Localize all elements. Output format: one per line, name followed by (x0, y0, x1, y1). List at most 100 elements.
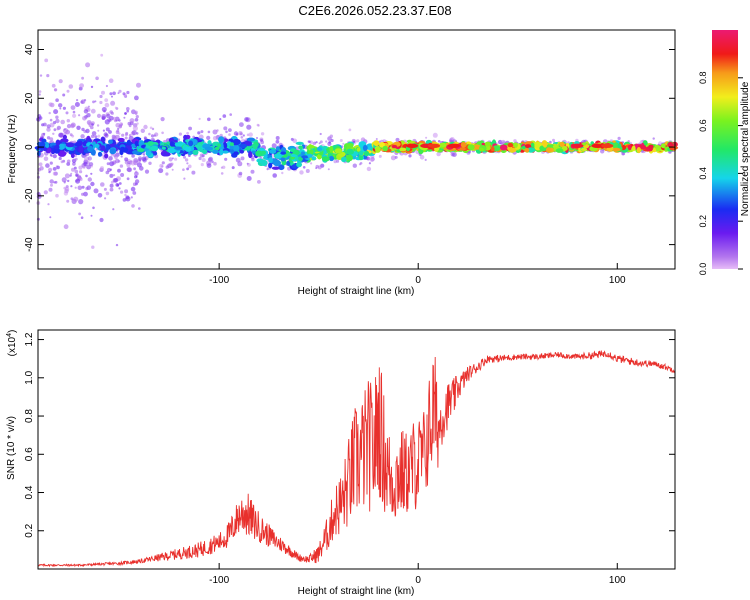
heatmap-cell (79, 83, 84, 88)
heatmap-cell (70, 172, 73, 175)
heatmap-cell (119, 164, 124, 168)
heatmap-cell (161, 131, 164, 135)
heatmap-cell (492, 145, 501, 152)
heatmap-cell (263, 154, 268, 159)
heatmap-cell (44, 58, 49, 63)
heatmap-cell (315, 167, 318, 170)
heatmap-cell (424, 158, 427, 161)
heatmap-cell (391, 144, 398, 149)
heatmap-cell (640, 144, 647, 150)
heatmap-cell (559, 141, 565, 148)
heatmap-cell (160, 117, 165, 122)
heatmap-cell (135, 115, 139, 119)
heatmap-cell (246, 124, 252, 130)
heatmap-cell (83, 161, 88, 167)
heatmap-cell (91, 131, 97, 136)
heatmap-cell (88, 122, 92, 126)
heatmap-cell (46, 136, 51, 140)
heatmap-cell (130, 186, 136, 192)
heatmap-cell (122, 92, 126, 96)
heatmap-cell (188, 140, 194, 147)
heatmap-cell (123, 116, 126, 119)
heatmap-cell (191, 170, 196, 175)
heatmap-cell (63, 186, 67, 190)
heatmap-cell (660, 143, 666, 149)
heatmap-cell (246, 176, 252, 181)
heatmap-cell (48, 167, 53, 172)
heatmap-cell (39, 74, 43, 77)
heatmap-cell (106, 162, 110, 166)
heatmap-cell (62, 93, 66, 97)
y-tick-label: 1.2 (24, 332, 35, 346)
heatmap-cell (43, 122, 47, 127)
heatmap-cell (329, 134, 333, 138)
heatmap-cell (222, 114, 227, 118)
heatmap-cell (78, 146, 84, 154)
heatmap-cell (58, 79, 63, 84)
heatmap-cell (239, 149, 244, 154)
heatmap-cell (275, 139, 280, 144)
heatmap-cell (62, 106, 66, 110)
y-tick-label: 0.8 (24, 409, 35, 423)
heatmap-cell (77, 185, 83, 191)
heatmap-cell (214, 146, 220, 151)
heatmap-cell (233, 151, 239, 155)
heatmap-cell (150, 145, 159, 152)
colorbar-tick-label: 0.6 (698, 119, 708, 132)
heatmap-cell (126, 139, 132, 146)
heatmap-cell (45, 143, 50, 149)
heatmap-cell (198, 156, 202, 161)
heatmap-cell (109, 115, 114, 121)
heatmap-cell (63, 224, 69, 230)
heatmap-cell (601, 143, 614, 148)
heatmap-cell (591, 143, 604, 148)
heatmap-cell (97, 193, 103, 198)
heatmap-cell (524, 148, 530, 153)
heatmap-cell (126, 177, 130, 181)
heatmap-cell (112, 208, 115, 211)
heatmap-cell (69, 174, 72, 177)
heatmap-cell (206, 163, 212, 169)
spectrogram-border (37, 29, 676, 270)
heatmap-cell (158, 168, 164, 174)
heatmap-cell (472, 144, 481, 150)
heatmap-cell (394, 155, 398, 159)
heatmap-cell (137, 156, 143, 161)
heatmap-cell (151, 127, 155, 131)
heatmap-cell (307, 140, 310, 143)
heatmap-cell (296, 162, 302, 168)
heatmap-cell (654, 144, 660, 149)
heatmap-cell (39, 166, 44, 171)
heatmap-cell (87, 177, 93, 182)
heatmap-cell (55, 139, 61, 146)
heatmap-cell (85, 174, 88, 178)
heatmap-cell (122, 198, 127, 202)
heatmap-cell (316, 147, 322, 151)
heatmap-cell (96, 124, 100, 127)
heatmap-cell (105, 127, 110, 132)
heatmap-cell (46, 124, 51, 129)
heatmap-cell (220, 172, 224, 175)
heatmap-cell (280, 157, 286, 162)
heatmap-cell (188, 126, 193, 131)
snr-border (37, 329, 676, 570)
heatmap-cell (223, 142, 228, 149)
heatmap-cell (136, 122, 139, 125)
snr-panel: -100 0 100 0.2 0.4 0.6 0.8 1.0 1.2 Height of str… (6, 329, 676, 597)
heatmap-cell (329, 145, 334, 153)
heatmap-cell (257, 159, 266, 164)
heatmap-cell (109, 168, 113, 171)
heatmap-cell (300, 151, 306, 156)
heatmap-cell (94, 143, 100, 148)
heatmap-cell (356, 139, 360, 143)
heatmap-cell (368, 162, 371, 165)
heatmap-cell (116, 129, 120, 133)
heatmap-cell (161, 161, 165, 165)
heatmap-cell (244, 140, 252, 146)
heatmap-cell (63, 128, 66, 131)
heatmap-cell (436, 151, 441, 157)
heatmap-cell (113, 174, 116, 177)
heatmap-cell (75, 174, 78, 177)
colorbar-gradient (712, 30, 738, 269)
x-tick-label: 0 (415, 575, 421, 586)
